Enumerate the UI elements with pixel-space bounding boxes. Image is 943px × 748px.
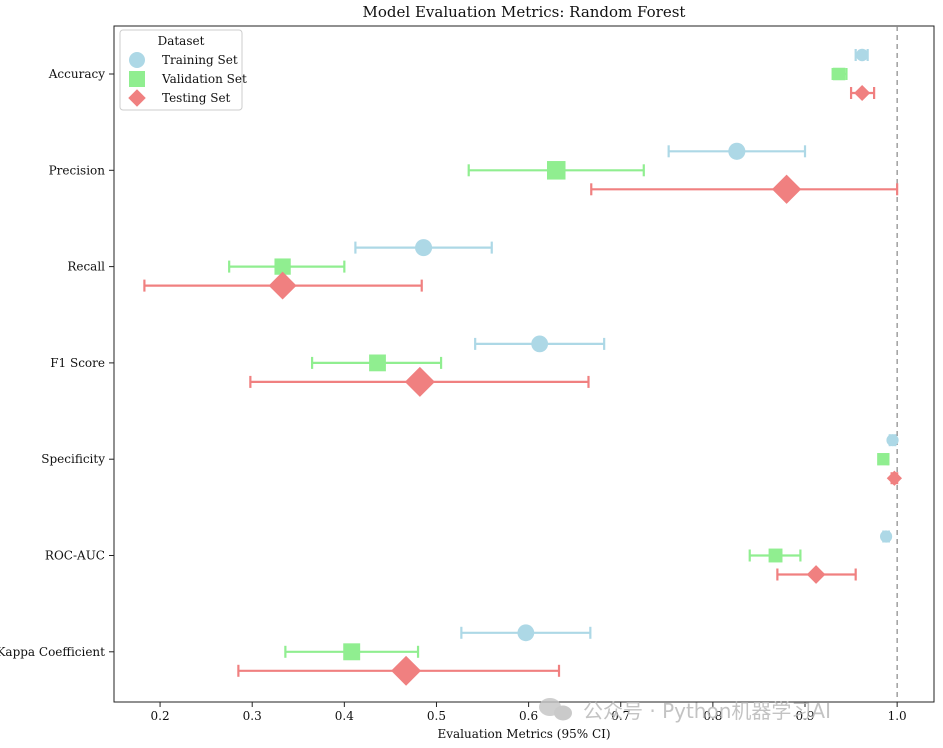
y-tick-label: Precision xyxy=(49,163,106,177)
x-tick-label: 0.4 xyxy=(335,709,354,723)
x-tick-label: 0.5 xyxy=(427,709,446,723)
point-marker xyxy=(531,335,549,353)
errorbar-0-0 xyxy=(854,48,869,62)
data-marks xyxy=(143,48,903,686)
point-marker xyxy=(877,453,890,466)
x-tick-label: 1.0 xyxy=(888,709,907,723)
point-marker xyxy=(768,548,783,563)
point-marker xyxy=(369,354,386,372)
y-tick-label: Recall xyxy=(67,260,105,274)
point-marker xyxy=(343,643,361,661)
point-marker xyxy=(546,161,566,180)
point-marker xyxy=(771,174,802,204)
legend-label: Testing Set xyxy=(162,91,231,105)
errorbar-0-5 xyxy=(879,530,893,543)
x-axis: 0.2 0.3 0.4 0.5 0.6 0.7 0.8 0.9 1.0 xyxy=(151,702,907,723)
point-marker xyxy=(806,565,826,584)
errorbar-0-1 xyxy=(667,142,807,160)
x-tick-label: 0.2 xyxy=(151,709,170,723)
legend-marker xyxy=(128,89,146,107)
errorbar-2-6 xyxy=(237,655,561,686)
point-marker xyxy=(268,271,297,300)
errorbar-2-1 xyxy=(590,174,899,204)
point-marker xyxy=(517,624,535,642)
errorbar-0-2 xyxy=(354,239,493,257)
y-axis: Accuracy Precision Recall F1 Score Specifici… xyxy=(0,67,114,659)
x-tick-label: 0.3 xyxy=(243,709,262,723)
y-tick-label: ROC-AUC xyxy=(45,549,105,563)
point-marker xyxy=(854,84,871,102)
errorbar-1-5 xyxy=(748,548,802,563)
point-marker xyxy=(832,67,846,81)
x-tick-label: 0.6 xyxy=(519,709,538,723)
errorbar-2-4 xyxy=(886,470,903,486)
errorbar-1-0 xyxy=(831,67,848,81)
y-tick-label: F1 Score xyxy=(50,356,105,370)
point-marker xyxy=(728,142,746,160)
legend: Dataset Training Set Validation Set Testing… xyxy=(119,29,247,111)
y-tick-label: Kappa Coefficient xyxy=(0,645,105,659)
point-marker xyxy=(886,470,903,486)
point-marker xyxy=(879,530,893,543)
x-tick-label: 0.8 xyxy=(703,709,722,723)
errorbar-1-4 xyxy=(877,453,890,466)
errorbar-2-3 xyxy=(249,366,590,397)
legend-label: Validation Set xyxy=(161,72,247,86)
point-marker xyxy=(886,434,899,447)
errorbar-1-6 xyxy=(284,643,420,661)
errorbar-0-6 xyxy=(460,624,592,642)
chart-title: Model Evaluation Metrics: Random Forest xyxy=(363,3,686,21)
legend-title: Dataset xyxy=(158,34,205,48)
errorbar-1-3 xyxy=(310,354,443,372)
y-tick-label: Specificity xyxy=(41,452,105,466)
errorbar-2-0 xyxy=(849,84,876,102)
errorbar-2-2 xyxy=(143,271,423,300)
x-tick-label: 0.7 xyxy=(611,709,630,723)
point-marker xyxy=(855,48,869,62)
watermark-icon xyxy=(539,698,572,721)
legend-label: Training Set xyxy=(162,53,238,67)
point-marker xyxy=(274,258,291,275)
point-marker xyxy=(415,239,433,257)
legend-box xyxy=(119,29,243,111)
errorbar-1-1 xyxy=(467,161,645,180)
plot-frame xyxy=(113,25,935,703)
errorbar-0-4 xyxy=(886,434,899,447)
legend-marker xyxy=(129,71,145,87)
errorbar-2-5 xyxy=(776,565,857,584)
point-marker xyxy=(404,366,435,397)
x-tick-label: 0.9 xyxy=(795,709,814,723)
legend-marker xyxy=(129,52,145,68)
watermark-text: 公众号 · Python机器学习AI xyxy=(583,699,831,723)
y-tick-label: Accuracy xyxy=(48,67,105,81)
x-axis-label: Evaluation Metrics (95% CI) xyxy=(437,727,610,741)
errorbar-1-2 xyxy=(228,258,346,275)
errorbar-0-3 xyxy=(474,335,606,353)
point-marker xyxy=(391,655,422,686)
